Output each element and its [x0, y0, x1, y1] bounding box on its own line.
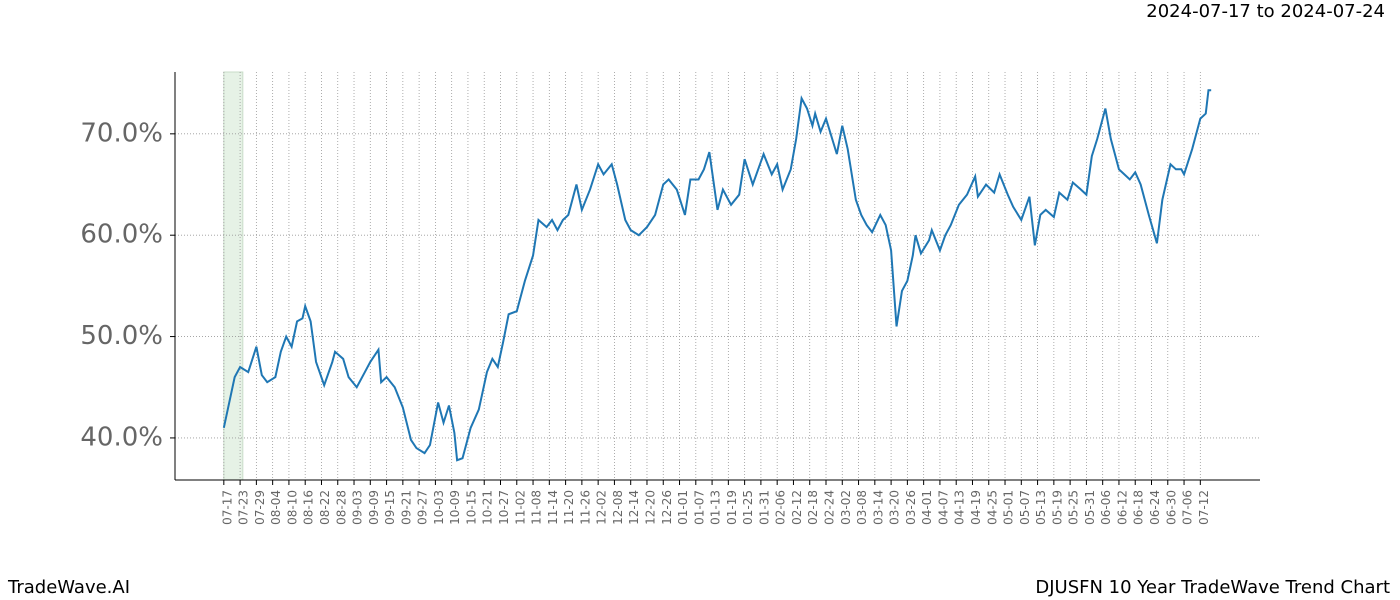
x-tick-label: 07-23	[237, 490, 251, 525]
x-tick-label: 07-06	[1181, 490, 1195, 525]
x-tick-label: 07-12	[1197, 490, 1211, 525]
x-tick-label: 11-02	[513, 490, 527, 525]
x-tick-label: 08-28	[334, 490, 348, 525]
brand: TradeWave.AI	[7, 577, 130, 598]
x-tick-label: 08-04	[269, 490, 283, 525]
x-tick-label: 08-16	[302, 490, 316, 525]
x-tick-label: 09-09	[367, 490, 381, 525]
x-tick-label: 12-26	[660, 490, 674, 525]
x-tick-label: 10-15	[464, 490, 478, 525]
x-tick-label: 12-20	[643, 490, 657, 525]
x-tick-label: 03-26	[904, 490, 918, 525]
x-tick-label: 08-22	[318, 490, 332, 525]
x-tick-label: 05-25	[1067, 490, 1081, 525]
x-tick-label: 03-02	[839, 490, 853, 525]
x-tick-label: 12-14	[627, 490, 641, 525]
x-tick-label: 07-17	[220, 490, 234, 525]
x-tick-label: 11-26	[578, 490, 592, 525]
x-tick-label: 10-21	[481, 490, 495, 525]
x-tick-label: 11-20	[562, 490, 576, 525]
x-tick-label: 05-07	[1018, 490, 1032, 525]
x-tick-label: 01-31	[757, 490, 771, 525]
x-tick-label: 06-06	[1099, 490, 1113, 525]
x-tick-label: 09-03	[351, 490, 365, 525]
x-tick-label: 01-25	[741, 490, 755, 525]
y-tick-label: 60.0%	[80, 220, 163, 250]
x-tick-label: 09-21	[399, 490, 413, 525]
y-tick-label: 40.0%	[80, 422, 163, 452]
x-tick-label: 02-24	[823, 490, 837, 525]
x-tick-label: 02-18	[806, 490, 820, 525]
y-tick-label: 50.0%	[80, 321, 163, 351]
x-tick-label: 01-13	[709, 490, 723, 525]
trend-line	[222, 89, 1212, 462]
x-tick-label: 01-01	[676, 490, 690, 525]
x-tick-label: 06-24	[1148, 490, 1162, 525]
x-tick-label: 04-07	[936, 490, 950, 525]
x-tick-label: 12-02	[595, 490, 609, 525]
x-tick-label: 09-15	[383, 490, 397, 525]
x-tick-label: 12-08	[611, 490, 625, 525]
x-tick-label: 04-01	[920, 490, 934, 525]
x-tick-label: 06-12	[1115, 490, 1129, 525]
x-tick-label: 08-10	[285, 490, 299, 525]
x-tick-label: 04-19	[969, 490, 983, 525]
x-tick-label: 06-18	[1132, 490, 1146, 525]
x-tick-label: 10-09	[448, 490, 462, 525]
x-tick-label: 09-27	[416, 490, 430, 525]
x-tick-label: 07-29	[253, 490, 267, 525]
y-tick-label: 70.0%	[80, 118, 163, 148]
x-tick-label: 05-19	[1050, 490, 1064, 525]
x-tick-label: 11-14	[546, 490, 560, 525]
x-tick-label: 03-08	[855, 490, 869, 525]
x-tick-label: 04-25	[985, 490, 999, 525]
x-tick-label: 02-06	[774, 490, 788, 525]
x-tick-label: 05-01	[1002, 490, 1016, 525]
x-tick-label: 01-07	[692, 490, 706, 525]
x-tick-label: 10-27	[497, 490, 511, 525]
x-tick-label: 01-19	[725, 490, 739, 525]
x-tick-label: 05-31	[1083, 490, 1097, 525]
x-tick-label: 06-30	[1164, 490, 1178, 525]
date-range: 2024-07-17 to 2024-07-24	[1146, 1, 1385, 22]
x-tick-label: 11-08	[530, 490, 544, 525]
x-tick-label: 03-20	[888, 490, 902, 525]
x-tick-label: 10-03	[432, 490, 446, 525]
x-tick-label: 05-13	[1034, 490, 1048, 525]
x-tick-label: 03-14	[871, 490, 885, 525]
x-tick-label: 02-12	[790, 490, 804, 525]
x-tick-label: 04-13	[953, 490, 967, 525]
chart-title: DJUSFN 10 Year TradeWave Trend Chart	[1035, 577, 1390, 598]
